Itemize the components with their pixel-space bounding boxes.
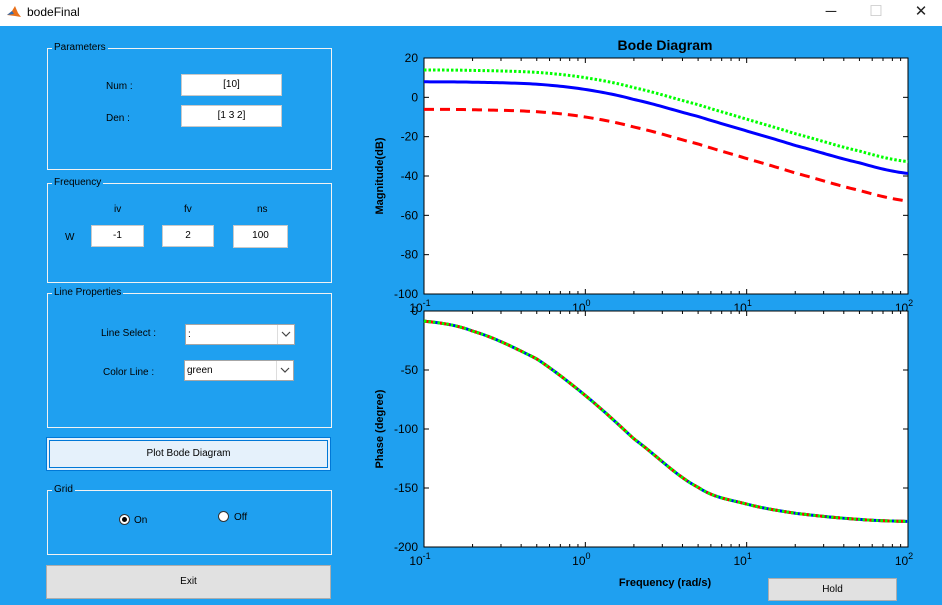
grid-panel: Grid On Off	[47, 484, 332, 555]
line-select-label: Line Select :	[101, 328, 157, 339]
y-tick-label: 0	[411, 304, 418, 318]
x-tick-label: 101	[733, 551, 751, 568]
matlab-logo-icon	[6, 4, 22, 20]
frequency-xlabel: Frequency (rad/s)	[619, 577, 712, 589]
chevron-down-icon[interactable]	[276, 361, 293, 380]
iv-input[interactable]: -1	[91, 225, 144, 247]
x-tick-label: 102	[895, 298, 913, 315]
grid-on-label[interactable]: On	[134, 515, 148, 526]
y-tick-label: -20	[401, 130, 419, 144]
y-tick-label: -50	[401, 363, 419, 377]
x-tick-exponent: -1	[423, 298, 431, 308]
hold-button[interactable]: Hold	[768, 578, 897, 601]
series-line-dashed	[423, 319, 909, 523]
grid-panel-title: Grid	[52, 484, 75, 496]
iv-label: iv	[114, 204, 122, 215]
x-tick-base: 10	[572, 301, 586, 315]
phase-axes	[423, 310, 909, 548]
frequency-panel: Frequency iv fv ns W -1 2 100	[47, 177, 332, 283]
frequency-panel-title: Frequency	[52, 177, 104, 189]
series-line-dashed	[423, 107, 909, 203]
series-line-dotted	[423, 68, 909, 164]
num-input[interactable]: [10]	[181, 74, 282, 96]
x-tick-base: 10	[895, 301, 909, 315]
ns-input[interactable]: 100	[233, 225, 288, 248]
close-icon[interactable]: ✕	[914, 3, 928, 20]
x-tick-base: 10	[733, 301, 747, 315]
x-tick-base: 10	[895, 554, 909, 568]
grid-off-radio[interactable]	[218, 511, 229, 522]
x-tick-base: 10	[733, 554, 747, 568]
ns-label: ns	[257, 204, 268, 215]
minimize-icon[interactable]: ─	[825, 3, 837, 20]
magnitude-ylabel: Magnitude(dB)	[374, 137, 386, 214]
fv-label: fv	[184, 204, 192, 215]
x-tick-base: 10	[572, 554, 586, 568]
series-line-solid	[423, 80, 909, 175]
grid-off-label[interactable]: Off	[234, 512, 248, 523]
x-tick-label: 100	[572, 298, 590, 315]
x-tick-exponent: 0	[586, 298, 591, 308]
x-tick-base: 10	[409, 301, 423, 315]
chart-title: Bode Diagram	[618, 37, 713, 53]
color-line-label: Color Line :	[103, 367, 155, 378]
x-tick-label: 101	[733, 298, 751, 315]
w-label: W	[65, 232, 75, 243]
x-tick-label: 100	[572, 551, 590, 568]
den-input[interactable]: [1 3 2]	[181, 105, 282, 127]
magnitude-axes	[423, 57, 909, 295]
x-tick-exponent: 2	[908, 551, 913, 561]
plot-bode-diagram-button[interactable]: Plot Bode Diagram	[46, 437, 331, 471]
x-tick-label: 10-1	[409, 298, 430, 315]
x-tick-exponent: 2	[908, 298, 913, 308]
maximize-icon[interactable]: ☐	[869, 3, 883, 20]
x-tick-exponent: 1	[747, 551, 752, 561]
parameters-panel: Parameters Num : [10] Den : [1 3 2]	[47, 42, 332, 170]
series-line-dotted	[423, 319, 909, 523]
button-focus-ring	[49, 440, 328, 468]
y-tick-label: 0	[411, 90, 418, 104]
den-label: Den :	[106, 113, 130, 124]
window-title: bodeFinal	[27, 5, 80, 19]
line-properties-panel: Line Properties Line Select : : Color Li…	[47, 287, 332, 428]
x-tick-base: 10	[409, 554, 423, 568]
line-properties-panel-title: Line Properties	[52, 287, 124, 299]
chevron-down-icon[interactable]	[277, 325, 294, 344]
color-line-value: green	[187, 365, 213, 376]
x-tick-label: 102	[895, 551, 913, 568]
x-tick-label: 10-1	[409, 551, 430, 568]
y-tick-label: -100	[394, 287, 418, 301]
y-tick-label: -100	[394, 422, 418, 436]
y-tick-label: 20	[405, 51, 419, 65]
y-tick-label: -150	[394, 481, 418, 495]
parameters-panel-title: Parameters	[52, 42, 108, 54]
x-tick-exponent: 0	[586, 551, 591, 561]
x-tick-exponent: 1	[747, 298, 752, 308]
line-select-value: :	[188, 329, 191, 340]
color-line-dropdown[interactable]: green	[184, 360, 294, 381]
y-tick-label: -60	[401, 208, 419, 222]
series-line-solid	[423, 319, 909, 523]
grid-on-radio[interactable]	[119, 514, 130, 525]
y-tick-label: -40	[401, 169, 419, 183]
y-tick-label: -80	[401, 248, 419, 262]
num-label: Num :	[106, 81, 133, 92]
title-bar: bodeFinal ─ ☐ ✕	[0, 0, 942, 26]
plot-bode-diagram-label: Plot Bode Diagram	[146, 448, 231, 459]
exit-button[interactable]: Exit	[46, 565, 331, 599]
y-tick-label: -200	[394, 540, 418, 554]
x-tick-exponent: -1	[423, 551, 431, 561]
radio-selected-dot	[122, 517, 127, 522]
phase-ylabel: Phase (degree)	[374, 389, 386, 468]
fv-input[interactable]: 2	[162, 225, 214, 247]
line-select-dropdown[interactable]: :	[185, 324, 295, 345]
